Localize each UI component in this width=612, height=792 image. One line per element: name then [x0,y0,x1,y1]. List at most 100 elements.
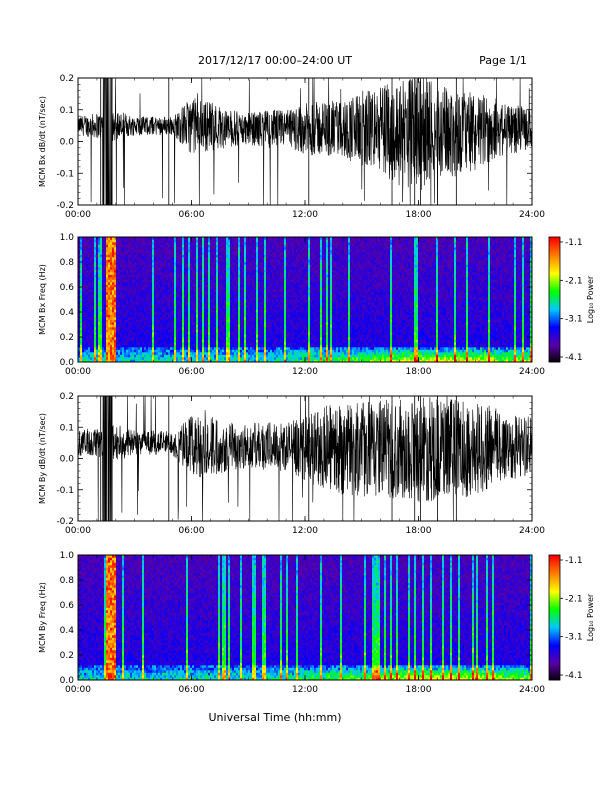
heatmap-cell [138,295,140,298]
heatmap-cell [136,292,138,295]
heatmap-cell [270,240,272,243]
heatmap-cell [120,255,122,258]
heatmap-cell [110,275,112,278]
heatmap-cell [156,267,158,270]
heatmap-cell [88,262,90,265]
heatmap-cell [108,265,110,268]
heatmap-cell [150,305,152,308]
heatmap-cell [116,302,118,305]
heatmap-cell [234,305,236,308]
heatmap-cell [260,242,262,245]
heatmap-cell [96,250,98,253]
heatmap-cell [158,297,160,300]
heatmap-cell [86,275,88,278]
heatmap-cell [210,255,212,258]
heatmap-cell [142,327,144,330]
heatmap-cell [106,312,108,315]
heatmap-cell [156,290,158,293]
heatmap-cell [164,282,166,285]
heatmap-cell [148,330,150,333]
heatmap-cell [130,335,132,338]
heatmap-cell [126,307,128,310]
heatmap-cell [86,310,88,313]
heatmap-cell [206,300,208,303]
heatmap-cell [236,330,238,333]
heatmap-cell [232,337,234,340]
heatmap-cell [122,252,124,255]
heatmap-cell [172,300,174,303]
heatmap-cell [136,312,138,315]
heatmap-cell [112,240,114,243]
heatmap-cell [234,322,236,325]
heatmap-cell [220,322,222,325]
x-tick-label: 24:00 [519,210,545,220]
heatmap-cell [116,322,118,325]
heatmap-cell [108,247,110,250]
heatmap-cell [98,267,100,270]
heatmap-cell [156,277,158,280]
heatmap-cell [96,302,98,305]
heatmap-cell [194,315,196,318]
heatmap-cell [158,310,160,313]
heatmap-cell [138,352,140,355]
heatmap-cell [134,300,136,303]
heatmap-cell [162,242,164,245]
heatmap-cell [218,285,220,288]
heatmap-cell [104,247,106,250]
heatmap-cell [172,250,174,253]
heatmap-cell [252,337,254,340]
heatmap-cell [176,270,178,273]
heatmap-cell [236,340,238,343]
heatmap-cell [212,280,214,283]
heatmap-cell [136,315,138,318]
heatmap-cell [202,240,204,243]
heatmap-cell [178,245,180,248]
heatmap-cell [102,312,104,315]
heatmap-cell [98,292,100,295]
heatmap-cell [194,347,196,350]
heatmap-cell [118,240,120,243]
heatmap-cell [144,280,146,283]
heatmap-cell [232,282,234,285]
heatmap-cell [146,285,148,288]
heatmap-cell [248,272,250,275]
heatmap-cell [266,325,268,328]
heatmap-cell [138,242,140,245]
heatmap-cell [226,305,228,308]
heatmap-cell [206,277,208,280]
heatmap-cell [110,357,112,360]
heatmap-cell [148,337,150,340]
heatmap-cell [184,352,186,355]
heatmap-cell [124,250,126,253]
heatmap-cell [238,337,240,340]
heatmap-cell [270,275,272,278]
heatmap-cell [234,292,236,295]
heatmap-cell [160,327,162,330]
heatmap-cell [112,330,114,333]
heatmap-cell [118,335,120,338]
heatmap-cell [182,272,184,275]
heatmap-cell [204,297,206,300]
heatmap-cell [108,340,110,343]
heatmap-cell [150,250,152,253]
heatmap-cell [88,265,90,268]
heatmap-cell [224,267,226,270]
heatmap-cell [146,295,148,298]
heatmap-cell [238,302,240,305]
heatmap-cell [240,247,242,250]
heatmap-cell [258,260,260,263]
heatmap-cell [120,275,122,278]
heatmap-cell [132,295,134,298]
heatmap-cell [186,332,188,335]
heatmap-cell [104,250,106,253]
heatmap-cell [116,247,118,250]
heatmap-cell [170,282,172,285]
heatmap-cell [266,312,268,315]
heatmap-cell [120,330,122,333]
heatmap-cell [234,347,236,350]
heatmap-cell [258,322,260,325]
heatmap-cell [262,290,264,293]
heatmap-cell [142,250,144,253]
heatmap-cell [88,307,90,310]
heatmap-cell [110,260,112,263]
